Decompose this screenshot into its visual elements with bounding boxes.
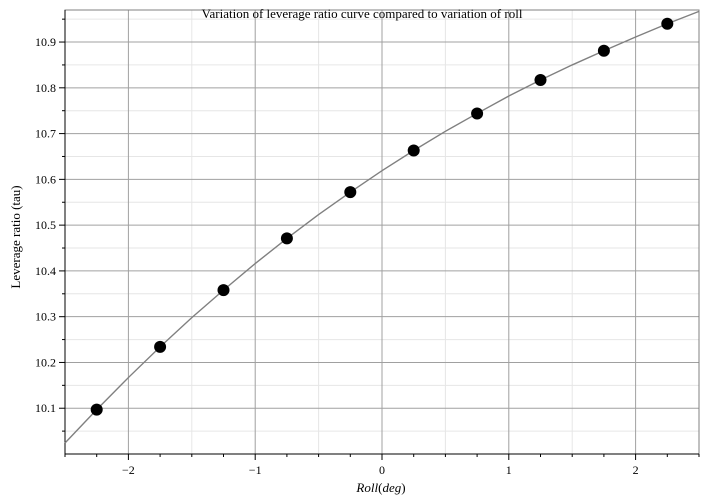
x-axis-label: Roll(deg) [355, 480, 405, 495]
y-tick-label: 10.8 [35, 81, 56, 95]
data-point [661, 17, 674, 30]
y-tick-label: 10.9 [35, 35, 56, 49]
data-point [534, 74, 547, 87]
x-tick-label: −2 [122, 463, 135, 477]
x-axis-label-open-paren: ( [378, 480, 382, 495]
data-point [344, 186, 357, 199]
x-axis-label-close-paren: ) [401, 480, 405, 495]
x-tick-label: −1 [249, 463, 262, 477]
chart-title: Variation of leverage ratio curve compar… [202, 6, 523, 21]
fit-curve [64, 10, 700, 444]
data-point [154, 340, 167, 353]
y-tick-label: 10.4 [35, 264, 56, 278]
data-point [90, 403, 103, 416]
y-tick-label: 10.2 [35, 355, 56, 369]
y-tick-label: 10.1 [35, 401, 56, 415]
y-tick-label: 10.6 [35, 172, 56, 186]
y-tick-label: 10.5 [35, 218, 56, 232]
ticks: −2 −1 0 1 2 10.1 10.2 10.3 10.4 10.5 10.6 10.7 10.8 1… [35, 18, 700, 477]
y-tick-label: 10.7 [35, 127, 56, 141]
data-point [597, 44, 610, 57]
fit-curve-layer [64, 10, 700, 444]
data-point [280, 232, 293, 245]
x-axis-label-main: Roll [355, 480, 378, 495]
data-point [217, 284, 230, 297]
x-tick-label: 0 [379, 463, 385, 477]
y-tick-label: 10.3 [35, 310, 56, 324]
data-point [407, 144, 420, 157]
x-tick-label: 1 [506, 463, 512, 477]
x-axis-label-unit: deg [382, 480, 401, 495]
major-grid [65, 10, 699, 454]
data-point [471, 107, 484, 120]
data-points-layer [90, 17, 674, 416]
y-axis-label: Leverage ratio (tau) [8, 185, 23, 288]
x-tick-label: 2 [633, 463, 639, 477]
